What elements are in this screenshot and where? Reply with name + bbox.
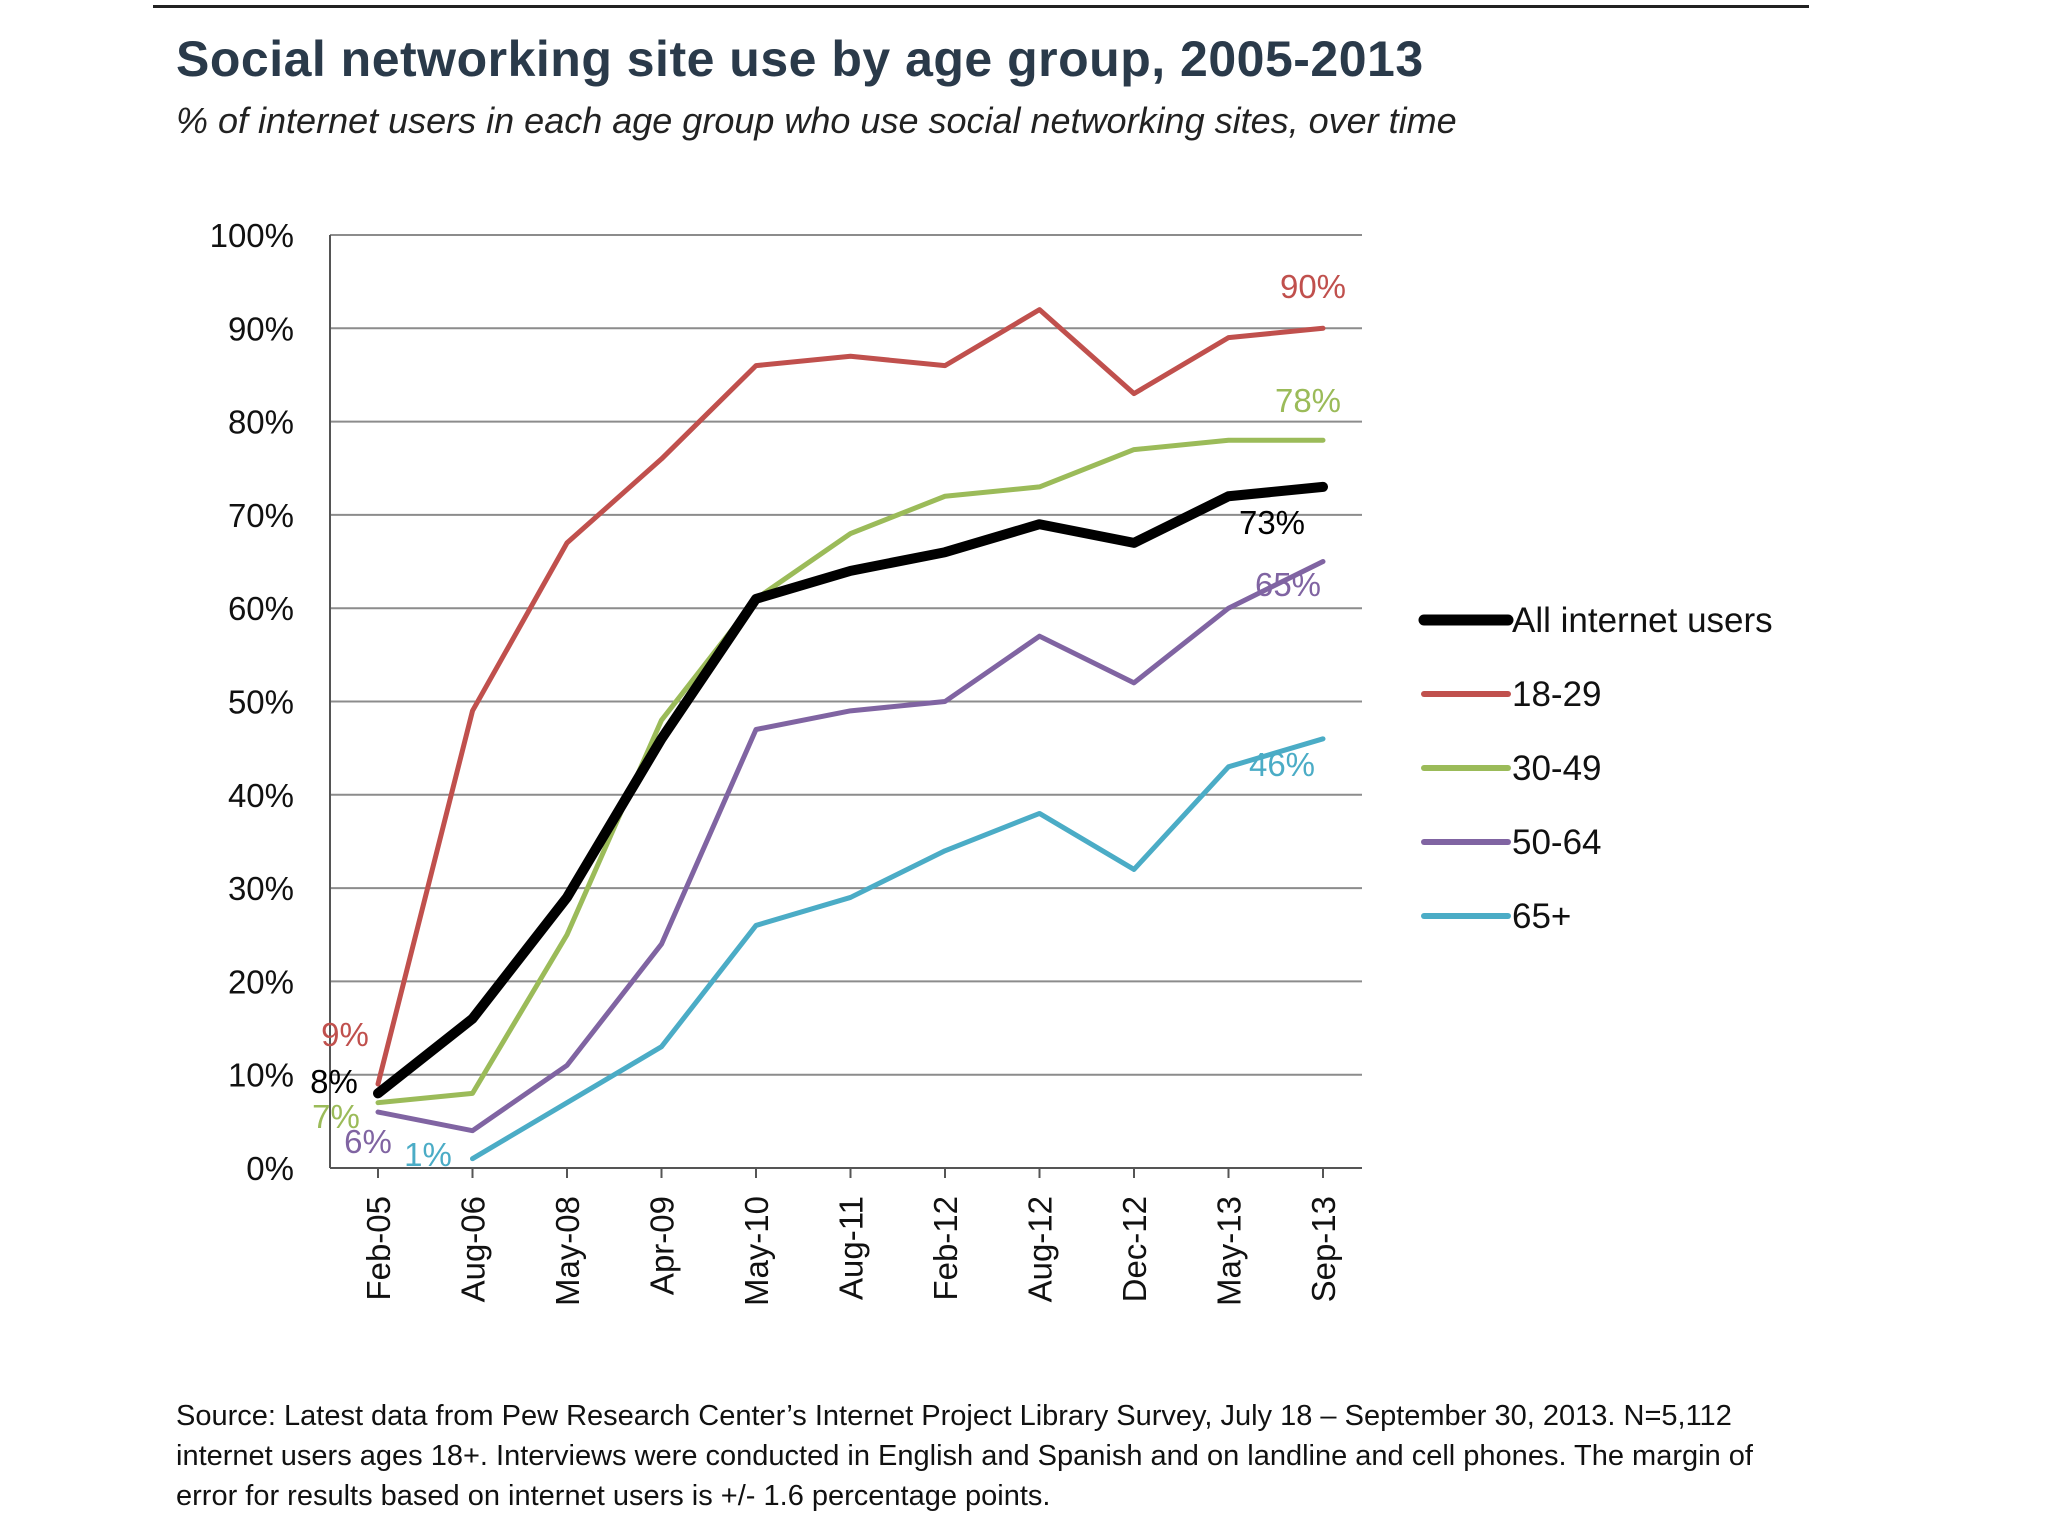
y-tick-label: 100%	[210, 217, 294, 254]
x-axis-tick-labels: Feb-05 Aug-06 May-08 Apr-09 May-10 Aug-11 Feb-…	[360, 1196, 1342, 1306]
top-rule	[153, 5, 1809, 8]
data-labels: 90% 78% 73% 65% 46% 9% 8%7%6% 1%	[310, 268, 1346, 1173]
data-label: 90%	[1280, 268, 1346, 305]
series-line-50-64	[375, 559, 1326, 1134]
y-tick-label: 50%	[228, 684, 294, 721]
legend-label: 30-49	[1512, 749, 1602, 788]
legend-label: 18-29	[1512, 675, 1602, 714]
x-tick-label: Apr-09	[644, 1196, 681, 1295]
y-tick-label: 30%	[228, 870, 294, 907]
gridlines	[330, 234, 1362, 1169]
series-line-65-	[470, 736, 1326, 1162]
x-tick-label: May-13	[1211, 1196, 1248, 1306]
legend-label: 65+	[1512, 897, 1571, 936]
data-label: 46%	[1249, 746, 1315, 783]
data-label: 8%	[310, 1063, 358, 1100]
x-tick-label: May-10	[738, 1196, 775, 1306]
y-axis-tick-labels: 0% 10% 20% 30% 40% 50% 60% 70% 80% 90% 100%	[210, 217, 294, 1187]
series-line-18-29	[375, 307, 1326, 1087]
data-label: 78%	[1275, 382, 1341, 419]
y-tick-label: 80%	[228, 404, 294, 441]
data-label: 73%	[1239, 504, 1305, 541]
y-tick-label: 0%	[246, 1150, 294, 1187]
legend-label: 50-64	[1512, 823, 1602, 862]
chart-title: Social networking site use by age group,…	[176, 31, 1424, 87]
axes	[329, 235, 1362, 1178]
y-tick-label: 90%	[228, 310, 294, 347]
x-tick-label: Aug-12	[1022, 1196, 1059, 1302]
y-tick-label: 40%	[228, 777, 294, 814]
data-label: 7%	[312, 1098, 360, 1135]
series-lines	[373, 307, 1328, 1162]
x-tick-label: Sep-13	[1305, 1196, 1342, 1302]
x-tick-label: Feb-05	[360, 1196, 397, 1301]
x-tick-label: Aug-11	[833, 1196, 870, 1300]
y-tick-label: 10%	[228, 1057, 294, 1094]
x-tick-label: Dec-12	[1116, 1196, 1153, 1302]
data-label: 65%	[1255, 566, 1321, 603]
series-line-30-49	[375, 437, 1326, 1106]
legend: All internet users 18-29 30-49 50-64 65+	[1418, 601, 1773, 936]
x-tick-label: May-08	[549, 1196, 586, 1306]
series-line-all-internet-users	[373, 481, 1328, 1099]
y-tick-label: 60%	[228, 590, 294, 627]
data-label: 6%	[344, 1123, 392, 1160]
x-tick-label: Aug-06	[455, 1196, 492, 1302]
y-tick-label: 70%	[228, 497, 294, 534]
legend-label: All internet users	[1512, 601, 1773, 640]
x-tick-label: Feb-12	[927, 1196, 964, 1301]
data-label: 1%	[404, 1136, 452, 1173]
data-label: 9%	[321, 1016, 369, 1053]
chart-subtitle: % of internet users in each age group wh…	[176, 100, 1457, 141]
source-note: Source: Latest data from Pew Research Ce…	[176, 1400, 1753, 1512]
y-tick-label: 20%	[228, 963, 294, 1000]
